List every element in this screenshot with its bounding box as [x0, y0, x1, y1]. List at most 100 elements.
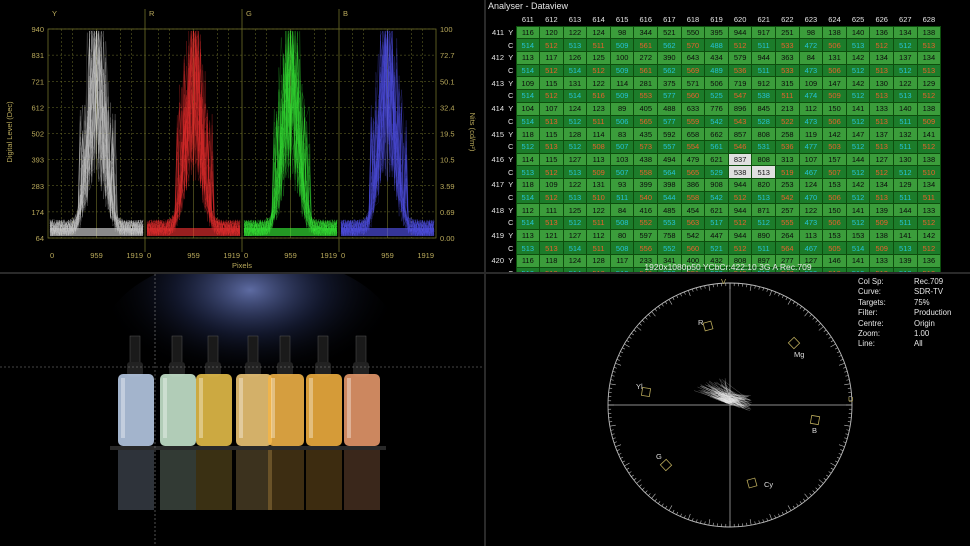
sample-cell[interactable]: 416 — [633, 203, 659, 217]
sample-cell[interactable]: 507 — [609, 165, 635, 179]
sample-cell[interactable]: 513 — [751, 190, 777, 205]
sample-cell[interactable]: 573 — [633, 139, 659, 154]
sample-cell[interactable]: 512 — [562, 114, 588, 129]
sample-cell[interactable]: 139 — [869, 203, 894, 217]
sample-cell[interactable]: 472 — [798, 38, 824, 53]
sample-cell[interactable]: 521 — [657, 25, 682, 40]
sample-cell[interactable]: 633 — [680, 101, 706, 116]
sample-cell[interactable]: 546 — [727, 139, 753, 154]
sample-cell[interactable]: 561 — [633, 38, 659, 53]
sample-cell[interactable]: 512 — [727, 241, 753, 256]
sample-cell[interactable]: 489 — [704, 63, 729, 78]
sample-cell[interactable]: 122 — [562, 25, 588, 40]
sample-cell[interactable]: 281 — [633, 76, 659, 91]
sample-cell[interactable]: 141 — [916, 127, 942, 141]
sample-cell[interactable]: 643 — [680, 51, 706, 65]
sample-cell[interactable]: 507 — [822, 165, 847, 179]
sample-cell[interactable]: 776 — [704, 101, 729, 116]
sample-cell[interactable]: 808 — [751, 152, 777, 167]
sample-cell[interactable]: 134 — [916, 51, 942, 65]
sample-cell[interactable]: 142 — [916, 228, 942, 243]
sample-cell[interactable]: 122 — [893, 76, 918, 91]
sample-cell[interactable]: 147 — [822, 76, 847, 91]
sample-cell[interactable]: 511 — [916, 190, 942, 205]
sample-cell[interactable]: 113 — [515, 51, 541, 65]
sample-cell[interactable]: 485 — [657, 203, 682, 217]
sample-cell[interactable]: 474 — [798, 89, 824, 103]
sample-cell[interactable]: 153 — [845, 228, 871, 243]
sample-cell[interactable]: 547 — [727, 89, 753, 103]
sample-cell[interactable]: 390 — [657, 51, 682, 65]
sample-cell[interactable]: 512 — [869, 38, 894, 53]
sample-cell[interactable]: 134 — [869, 51, 894, 65]
sample-cell[interactable]: 138 — [916, 152, 942, 167]
sample-cell[interactable]: 470 — [798, 190, 824, 205]
sample-cell[interactable]: 514 — [515, 38, 541, 53]
sample-cell[interactable]: 100 — [609, 51, 635, 65]
sample-cell[interactable]: 141 — [893, 228, 918, 243]
sample-cell[interactable]: 565 — [633, 114, 659, 129]
sample-cell[interactable]: 134 — [893, 25, 918, 40]
sample-cell[interactable]: 511 — [751, 63, 777, 78]
sample-cell[interactable]: 140 — [893, 101, 918, 116]
sample-cell[interactable]: 536 — [727, 63, 753, 78]
sample-cell[interactable]: 917 — [751, 25, 777, 40]
sample-cell[interactable]: 513 — [751, 165, 777, 179]
sample-cell[interactable]: 514 — [845, 241, 871, 256]
sample-cell[interactable]: 512 — [845, 190, 871, 205]
sample-cell[interactable]: 555 — [775, 216, 800, 230]
sample-cell[interactable]: 512 — [916, 139, 942, 154]
sample-cell[interactable]: 513 — [869, 190, 894, 205]
sample-cell[interactable]: 511 — [751, 241, 777, 256]
sample-cell[interactable]: 509 — [609, 38, 635, 53]
sample-cell[interactable]: 503 — [822, 139, 847, 154]
sample-cell[interactable]: 114 — [586, 127, 611, 141]
sample-cell[interactable]: 115 — [539, 76, 564, 91]
sample-cell[interactable]: 538 — [751, 89, 777, 103]
sample-cell[interactable]: 122 — [586, 203, 611, 217]
sample-cell[interactable]: 820 — [751, 177, 777, 192]
sample-cell[interactable]: 512 — [751, 216, 777, 230]
sample-cell[interactable]: 513 — [869, 63, 894, 78]
sample-cell[interactable]: 662 — [704, 127, 729, 141]
sample-cell[interactable]: 112 — [798, 101, 824, 116]
sample-cell[interactable]: 512 — [869, 165, 894, 179]
sample-cell[interactable]: 144 — [893, 203, 918, 217]
sample-cell[interactable]: 509 — [822, 89, 847, 103]
sample-cell[interactable]: 554 — [680, 139, 706, 154]
sample-cell[interactable]: 514 — [515, 216, 541, 230]
sample-cell[interactable]: 514 — [515, 63, 541, 78]
sample-cell[interactable]: 84 — [609, 203, 635, 217]
sample-cell[interactable]: 434 — [704, 51, 729, 65]
sample-cell[interactable]: 119 — [798, 127, 824, 141]
sample-cell[interactable]: 513 — [916, 38, 942, 53]
sample-cell[interactable]: 897 — [751, 254, 777, 268]
sample-cell[interactable]: 122 — [586, 76, 611, 91]
sample-cell[interactable]: 511 — [586, 38, 611, 53]
sample-cell[interactable]: 513 — [869, 114, 894, 129]
sample-cell[interactable]: 512 — [727, 38, 753, 53]
sample-cell[interactable]: 141 — [845, 101, 871, 116]
sample-cell[interactable]: 257 — [775, 203, 800, 217]
sample-cell[interactable]: 107 — [539, 101, 564, 116]
sample-cell[interactable]: 98 — [798, 25, 824, 40]
sample-cell[interactable]: 512 — [845, 139, 871, 154]
sample-cell[interactable]: 561 — [704, 139, 729, 154]
sample-cell[interactable]: 512 — [586, 63, 611, 78]
sample-cell[interactable]: 519 — [775, 165, 800, 179]
sample-cell[interactable]: 93 — [609, 177, 635, 192]
sample-cell[interactable]: 115 — [539, 127, 564, 141]
sample-cell[interactable]: 621 — [704, 203, 729, 217]
sample-cell[interactable]: 511 — [586, 216, 611, 230]
sample-cell[interactable]: 513 — [562, 190, 588, 205]
sample-cell[interactable]: 517 — [704, 216, 729, 230]
sample-cell[interactable]: 124 — [798, 177, 824, 192]
sample-cell[interactable]: 89 — [609, 101, 635, 116]
sample-cell[interactable]: 512 — [893, 38, 918, 53]
sample-cell[interactable]: 513 — [845, 38, 871, 53]
sample-cell[interactable]: 512 — [845, 216, 871, 230]
sample-cell[interactable]: 562 — [657, 63, 682, 78]
sample-cell[interactable]: 570 — [680, 38, 706, 53]
sample-cell[interactable]: 558 — [633, 165, 659, 179]
sample-cell[interactable]: 131 — [822, 51, 847, 65]
